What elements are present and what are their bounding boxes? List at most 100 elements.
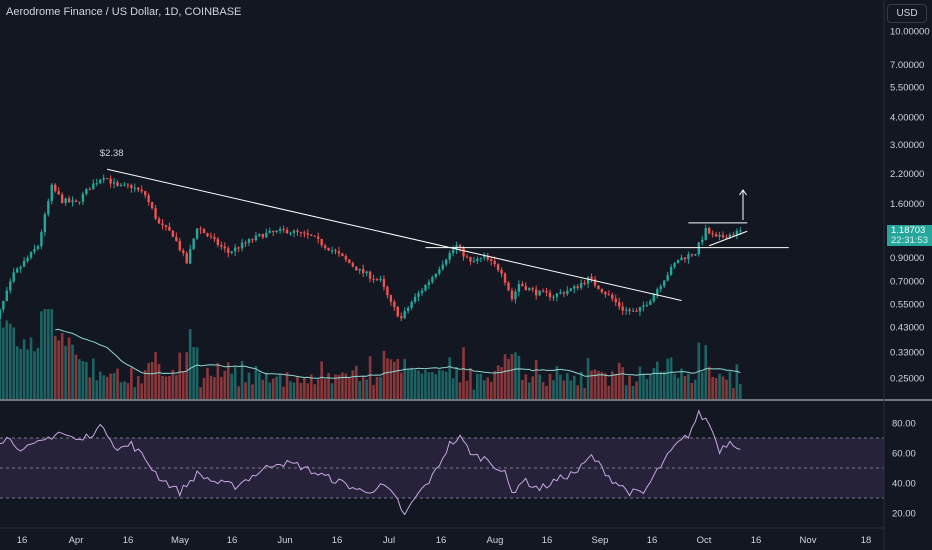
candle-body — [562, 292, 566, 294]
candle-body — [206, 233, 209, 237]
volume-bar — [209, 375, 213, 399]
candle-body — [663, 280, 666, 287]
candle-body — [119, 184, 123, 186]
candle-body — [462, 247, 465, 257]
candle-body — [393, 301, 396, 307]
volume-bar — [690, 382, 694, 399]
volume-bar — [438, 369, 441, 399]
volume-bar — [704, 345, 708, 399]
candle-body — [171, 230, 175, 237]
trendline[interactable] — [709, 230, 748, 247]
volume-bar — [624, 385, 628, 399]
volume-bar — [493, 370, 496, 399]
volume-bar — [365, 379, 368, 399]
volume-bar — [545, 385, 548, 399]
volume-bar — [555, 366, 559, 399]
time-tick-label: 16 — [542, 535, 553, 546]
volume-bar — [74, 354, 78, 399]
volume-bar — [206, 367, 209, 399]
candle-body — [292, 230, 296, 233]
trendline[interactable] — [107, 168, 682, 301]
volume-bar — [261, 379, 265, 399]
candle-body — [233, 247, 237, 252]
volume-bar — [309, 374, 313, 399]
volume-bar — [410, 367, 413, 399]
volume-bar — [223, 370, 227, 399]
volume-bar — [140, 383, 144, 399]
volume-bar — [230, 373, 233, 399]
candle-body — [628, 309, 631, 312]
candle-body — [71, 200, 74, 203]
currency-button[interactable]: USD — [887, 4, 927, 23]
volume-ma-line — [55, 328, 741, 379]
volume-bar — [389, 359, 393, 399]
volume-bar — [112, 373, 116, 399]
volume-bar — [711, 376, 714, 399]
volume-bar — [220, 376, 223, 399]
candle-body — [185, 253, 188, 264]
volume-bar — [628, 375, 631, 399]
candle-body — [26, 257, 29, 261]
price-axis[interactable]: 10.00000 7.00000 5.50000 4.00000 3.00000 2.20… — [890, 27, 930, 385]
candle-body — [303, 232, 306, 234]
volume-bar — [161, 375, 164, 399]
volume-bar — [434, 374, 438, 399]
volume-bar — [8, 323, 12, 399]
volume-bar — [67, 337, 71, 399]
candle-body — [15, 268, 19, 273]
candle-body — [694, 254, 697, 256]
volume-bar — [271, 378, 275, 399]
volume-bar — [427, 372, 431, 399]
volume-bar — [479, 373, 483, 399]
price-tick-label: 0.90000 — [890, 253, 924, 264]
price-tick-label: 5.50000 — [890, 83, 924, 94]
volume-bar — [728, 371, 732, 399]
volume-bar — [188, 329, 192, 399]
price-tick-label: 3.00000 — [890, 140, 924, 151]
volume-bar — [413, 369, 417, 399]
candle-body — [552, 296, 555, 298]
trendlines[interactable] — [107, 168, 789, 301]
volume-bar — [406, 369, 410, 399]
candle-body — [278, 229, 282, 231]
volume-bar — [251, 384, 254, 399]
candle-body — [441, 264, 444, 270]
volume-bar — [275, 376, 278, 399]
volume-bar — [673, 374, 676, 399]
volume-bar — [306, 383, 310, 399]
candle-body — [524, 286, 527, 291]
time-axis[interactable]: 16 Apr 16 May 16 Jun 16 Jul 16 Aug 16 Sep 16 Oct 16 Nov… — [17, 535, 872, 546]
rsi-axis[interactable]: 80.00 60.00 40.00 20.00 — [892, 419, 916, 520]
candle-body — [130, 185, 133, 188]
candle-body — [102, 178, 105, 180]
candle-body — [341, 253, 344, 257]
candle-body — [334, 250, 337, 252]
candle-body — [126, 184, 130, 186]
candle-body — [728, 234, 732, 239]
volume-bar — [503, 354, 507, 399]
volume-bar — [5, 320, 9, 399]
volume-bar — [237, 386, 240, 399]
candle-body — [707, 228, 711, 234]
volume-bar — [659, 371, 663, 399]
volume-bar — [666, 358, 669, 399]
volume-bar — [496, 365, 500, 399]
candle-body — [36, 246, 40, 249]
candle-body — [704, 228, 707, 240]
candle-body — [67, 198, 71, 203]
rsi-tick-label: 60.00 — [892, 449, 916, 460]
volume-bar — [441, 370, 445, 399]
volume-bar — [289, 381, 292, 399]
candle-body — [272, 230, 275, 233]
volume-bar — [244, 382, 247, 399]
candle-body — [424, 284, 427, 291]
candle-body — [427, 282, 431, 285]
candle-body — [85, 189, 88, 194]
volume-bar — [559, 374, 562, 399]
volume-bar — [562, 380, 566, 399]
candle-body — [445, 259, 448, 265]
price-tick-label: 0.70000 — [890, 277, 924, 288]
volume-bar — [36, 347, 40, 399]
candle-body — [569, 288, 572, 291]
